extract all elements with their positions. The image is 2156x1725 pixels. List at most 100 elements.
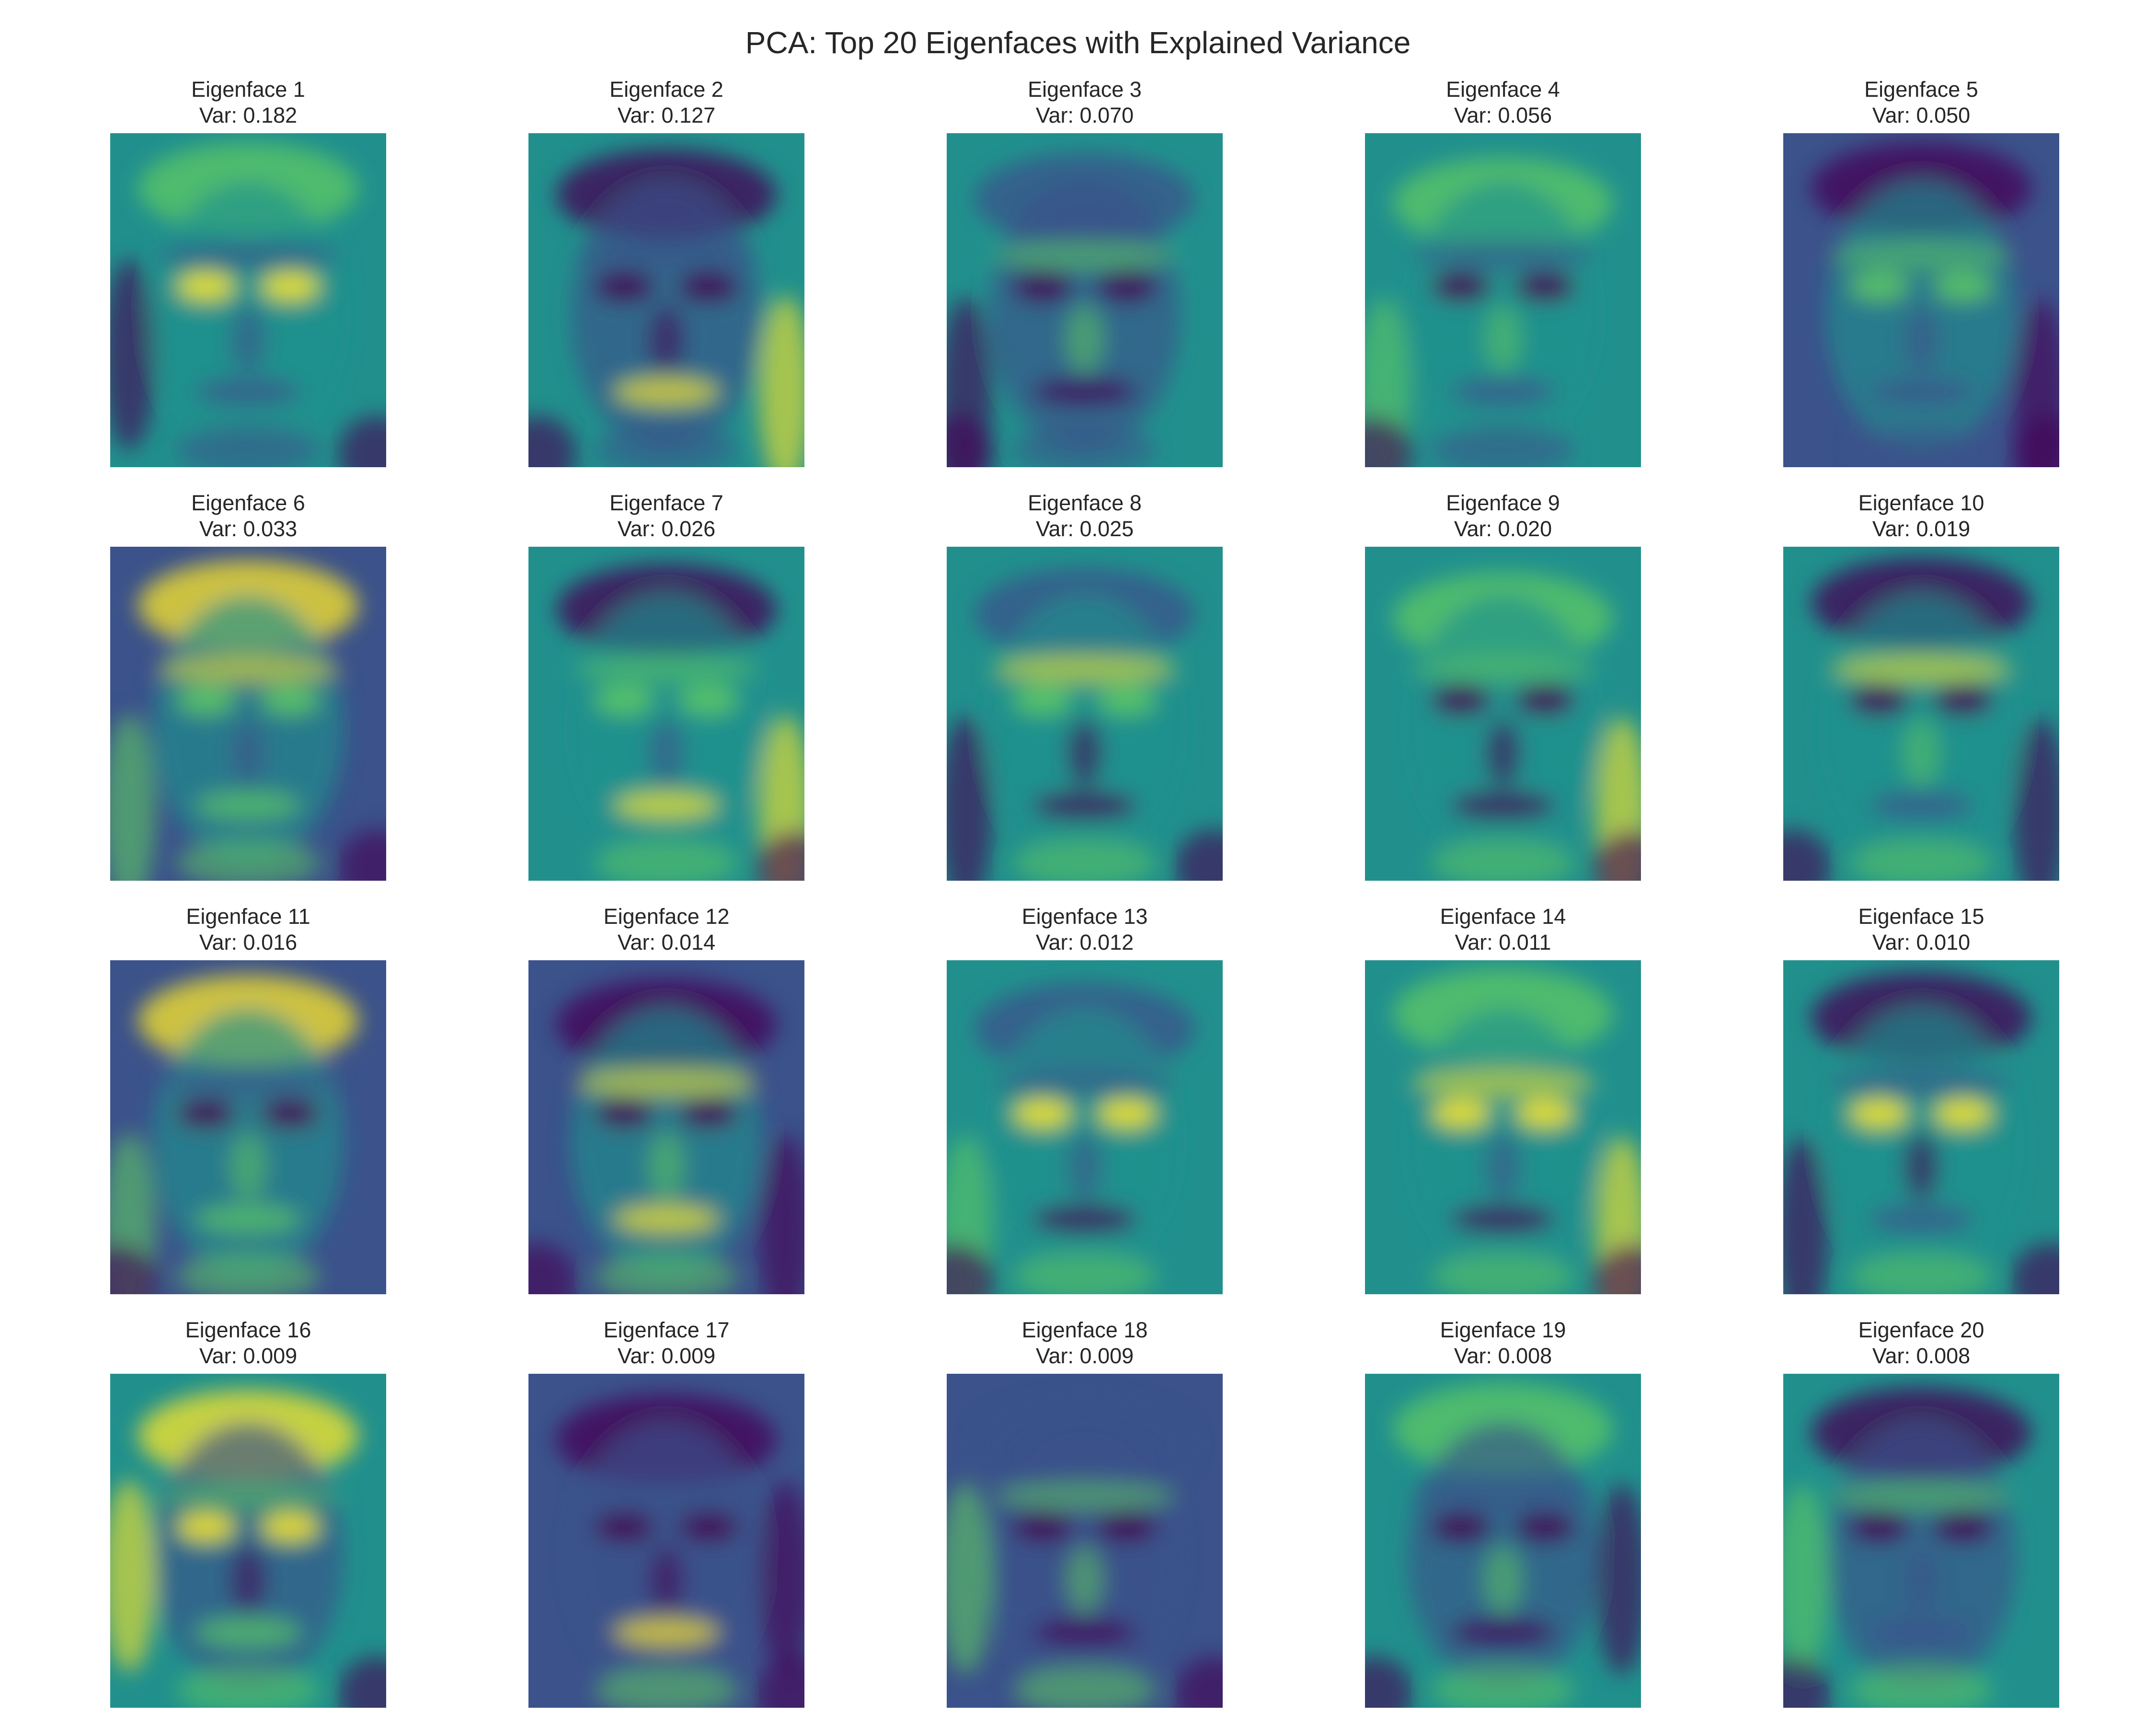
eigenface-image bbox=[947, 133, 1223, 467]
corner-shadow bbox=[338, 829, 386, 881]
eigenface-image bbox=[1783, 960, 2059, 1294]
eigenface-image bbox=[1365, 133, 1641, 467]
eigenface-name: Eigenface 8 bbox=[1028, 491, 1142, 515]
left-eye bbox=[1431, 271, 1491, 302]
right-eye bbox=[1515, 271, 1575, 302]
eigenface-name: Eigenface 14 bbox=[1440, 904, 1566, 929]
eigenface-image bbox=[947, 1374, 1223, 1708]
eigenface-name: Eigenface 9 bbox=[1446, 491, 1560, 515]
mouth bbox=[1869, 791, 1974, 820]
eigenface-variance-label: Var: 0.010 bbox=[1872, 930, 1971, 954]
eigenface-variance-label: Var: 0.019 bbox=[1872, 517, 1971, 541]
brow-band bbox=[1412, 1482, 1594, 1510]
nose bbox=[1903, 1133, 1939, 1200]
brow-band bbox=[1412, 1068, 1594, 1097]
brow-band bbox=[575, 241, 757, 270]
chin bbox=[1849, 426, 1993, 467]
side-streak bbox=[1783, 1484, 1829, 1677]
corner-shadow bbox=[1365, 1656, 1413, 1708]
nose bbox=[1067, 719, 1103, 786]
corner-shadow bbox=[1175, 1656, 1223, 1708]
brow-band bbox=[1412, 241, 1594, 270]
eigenface-name: Eigenface 7 bbox=[609, 491, 723, 515]
eigenface-image bbox=[1783, 547, 2059, 881]
mouth bbox=[1450, 1618, 1556, 1647]
nose bbox=[1067, 1133, 1103, 1200]
mouth bbox=[1869, 378, 1974, 406]
brow-band bbox=[1830, 1482, 2012, 1510]
brow-band bbox=[157, 1482, 339, 1510]
eigenface-title: Eigenface 3 Var: 0.070 bbox=[899, 77, 1271, 128]
chin bbox=[1431, 839, 1575, 881]
eigenface-variance-label: Var: 0.009 bbox=[199, 1344, 298, 1368]
mouth bbox=[1032, 791, 1137, 820]
eigenface-name: Eigenface 16 bbox=[185, 1318, 311, 1342]
corner-shadow bbox=[338, 416, 386, 467]
side-streak bbox=[759, 1134, 804, 1294]
eigenface-name: Eigenface 10 bbox=[1858, 491, 1984, 515]
eigenface-image bbox=[528, 960, 804, 1294]
corner-shadow bbox=[2011, 1243, 2059, 1294]
left-eye bbox=[1013, 1098, 1072, 1129]
eigenface-name: Eigenface 4 bbox=[1446, 77, 1560, 102]
side-streak bbox=[110, 713, 156, 881]
eigenface-title: Eigenface 8 Var: 0.025 bbox=[899, 490, 1271, 542]
mouth bbox=[195, 791, 301, 820]
brow-band bbox=[575, 655, 757, 683]
eigenface-name: Eigenface 2 bbox=[609, 77, 723, 102]
nose bbox=[1067, 306, 1103, 373]
chin bbox=[1013, 839, 1157, 881]
right-eye bbox=[679, 685, 738, 715]
corner-shadow bbox=[1783, 1656, 1831, 1708]
right-eye bbox=[679, 1098, 738, 1129]
right-eye bbox=[1934, 1098, 1993, 1129]
brow-band bbox=[157, 1068, 339, 1097]
eigenface-variance-label: Var: 0.011 bbox=[1455, 930, 1551, 954]
side-streak bbox=[947, 716, 992, 881]
mouth bbox=[195, 1205, 301, 1233]
eigenface-variance-label: Var: 0.008 bbox=[1454, 1344, 1552, 1368]
eigenface-title: Eigenface 17 Var: 0.009 bbox=[481, 1317, 852, 1369]
right-eye bbox=[261, 1512, 320, 1542]
eigenface-name: Eigenface 13 bbox=[1021, 904, 1148, 929]
nose bbox=[230, 306, 266, 373]
corner-shadow bbox=[757, 829, 804, 881]
eigenface-title: Eigenface 15 Var: 0.010 bbox=[1735, 904, 2107, 955]
eigenface-image bbox=[528, 547, 804, 881]
mouth bbox=[195, 1618, 301, 1647]
eigenface-variance-label: Var: 0.020 bbox=[1454, 517, 1552, 541]
right-eye bbox=[1934, 685, 1993, 715]
eigenface-title: Eigenface 19 Var: 0.008 bbox=[1317, 1317, 1689, 1369]
eigenface-title: Eigenface 2 Var: 0.127 bbox=[481, 77, 852, 128]
left-eye bbox=[1849, 271, 1909, 302]
chin bbox=[595, 839, 738, 881]
mouth bbox=[614, 1618, 719, 1647]
left-eye bbox=[595, 685, 654, 715]
brow-band bbox=[1830, 655, 2012, 683]
brow-band bbox=[1830, 1068, 2012, 1097]
side-streak bbox=[947, 1482, 992, 1674]
eigenface-title: Eigenface 6 Var: 0.033 bbox=[62, 490, 434, 542]
eigenface-variance-label: Var: 0.026 bbox=[617, 517, 716, 541]
side-streak bbox=[2014, 718, 2059, 881]
nose bbox=[648, 306, 685, 373]
side-streak bbox=[1783, 1137, 1829, 1294]
left-eye bbox=[1013, 271, 1072, 302]
mouth bbox=[1032, 378, 1137, 406]
eigenface-title: Eigenface 16 Var: 0.009 bbox=[62, 1317, 434, 1369]
eigenface-image bbox=[528, 133, 804, 467]
right-eye bbox=[1097, 271, 1157, 302]
eigenface-variance-label: Var: 0.014 bbox=[617, 930, 716, 954]
left-eye bbox=[1849, 1512, 1909, 1542]
left-eye bbox=[1013, 685, 1072, 715]
chin bbox=[176, 1666, 320, 1708]
eigenface-name: Eigenface 12 bbox=[603, 904, 730, 929]
right-eye bbox=[679, 271, 738, 302]
nose bbox=[1903, 1546, 1939, 1613]
right-eye bbox=[1934, 1512, 1993, 1542]
right-eye bbox=[1934, 271, 1993, 302]
left-eye bbox=[1013, 1512, 1072, 1542]
eigenface-title: Eigenface 10 Var: 0.019 bbox=[1735, 490, 2107, 542]
right-eye bbox=[1097, 1098, 1157, 1129]
eigenface-variance-label: Var: 0.008 bbox=[1872, 1344, 1971, 1368]
